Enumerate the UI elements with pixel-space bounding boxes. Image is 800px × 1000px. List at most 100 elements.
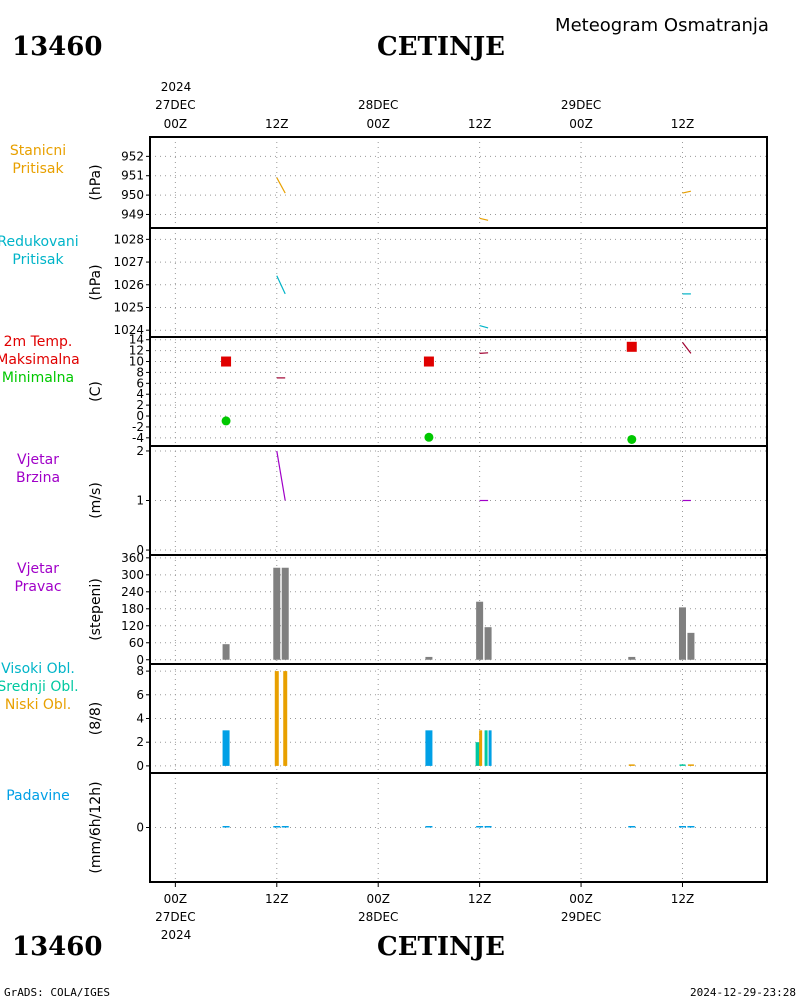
bar bbox=[476, 601, 484, 660]
series-label: Minimalna bbox=[2, 370, 74, 386]
time-tick-label: 00Z bbox=[569, 117, 593, 131]
y-tick-label: 2 bbox=[136, 735, 144, 749]
series-label: 2m Temp. bbox=[4, 334, 73, 350]
bar bbox=[281, 567, 289, 660]
y-tick-label: 1024 bbox=[113, 323, 144, 337]
series-label: Padavine bbox=[6, 788, 70, 804]
bar bbox=[628, 764, 635, 766]
series-label: Redukovani bbox=[0, 234, 79, 250]
y-tick-label: 300 bbox=[121, 568, 144, 582]
y-axis-label: (stepeni) bbox=[88, 578, 104, 641]
bar bbox=[687, 632, 695, 660]
y-tick-label: 8 bbox=[136, 664, 144, 678]
bar bbox=[628, 826, 636, 828]
y-tick-label: 951 bbox=[121, 169, 144, 183]
y-tick-label: 8 bbox=[136, 365, 144, 379]
bar bbox=[281, 826, 289, 828]
date-tick-label: 28DEC bbox=[358, 98, 398, 112]
min-temp-marker bbox=[627, 434, 637, 444]
product-title: Meteogram Osmatranja bbox=[555, 15, 769, 36]
date-tick-label: 27DEC bbox=[155, 98, 195, 112]
bar bbox=[475, 742, 480, 766]
series-label: Brzina bbox=[16, 470, 60, 486]
series-label: Niski Obl. bbox=[5, 697, 71, 713]
y-axis-label: (m/s) bbox=[88, 482, 104, 519]
series-line bbox=[276, 275, 286, 295]
y-tick-label: 240 bbox=[121, 585, 144, 599]
y-tick-label: 0 bbox=[136, 543, 144, 557]
y-tick-label: 10 bbox=[129, 355, 144, 369]
y-tick-label: 1 bbox=[136, 494, 144, 508]
panel-frame bbox=[149, 445, 768, 556]
bar bbox=[273, 826, 281, 828]
y-axis-label: (C) bbox=[88, 381, 104, 402]
series-label: Srednji Obl. bbox=[0, 679, 79, 695]
top-time-axis: 00Z 27DEC 12Z 00Z 28DEC 12Z 00Z 29DEC 12Z bbox=[155, 98, 694, 131]
bar bbox=[283, 671, 288, 766]
series-line bbox=[479, 325, 489, 329]
series-label: Maksimalna bbox=[0, 352, 80, 368]
top-year: 2024 bbox=[161, 80, 192, 94]
date-tick-label: 27DEC bbox=[155, 910, 195, 924]
time-tick-label: 00Z bbox=[366, 892, 390, 906]
series-line bbox=[276, 450, 286, 501]
series-line bbox=[682, 342, 692, 354]
max-temp-marker bbox=[221, 356, 232, 367]
bar bbox=[476, 826, 484, 828]
y-tick-label: 360 bbox=[121, 551, 144, 565]
y-tick-label: 0 bbox=[136, 821, 144, 835]
bar bbox=[273, 567, 281, 660]
panel-clouds: 0 2 4 6 8 (8/8) Visoki Obl. Srednji Obl. Niski O… bbox=[0, 661, 768, 774]
series-label: Vjetar bbox=[17, 452, 59, 468]
series-line bbox=[276, 177, 286, 194]
bar bbox=[679, 764, 686, 766]
bar bbox=[484, 826, 492, 828]
panels: 949950951952(hPa)StanicniPritisak1024102… bbox=[0, 136, 768, 883]
max-temp-marker bbox=[626, 341, 637, 352]
y-tick-label: 952 bbox=[121, 149, 144, 163]
footer-timestamp: 2024-12-29-23:28 bbox=[690, 986, 796, 999]
series-line bbox=[479, 217, 489, 221]
bar bbox=[687, 826, 695, 828]
bar bbox=[479, 730, 483, 766]
footer-station-id: 13460 bbox=[12, 932, 102, 962]
time-tick-label: 12Z bbox=[671, 892, 695, 906]
y-tick-label: 1028 bbox=[113, 232, 144, 246]
bar bbox=[678, 826, 686, 828]
bar bbox=[222, 826, 230, 828]
bar bbox=[222, 730, 230, 766]
series-label: Pritisak bbox=[12, 161, 64, 177]
date-tick-label: 29DEC bbox=[561, 910, 601, 924]
bar bbox=[687, 764, 694, 766]
y-tick-label: 14 bbox=[129, 333, 144, 347]
y-axis-label: (mm/6h/12h) bbox=[88, 781, 104, 873]
panel-wind_direction: 0 60 120 180 240 300 360 (stepeni) Vjetar Pravac bbox=[14, 551, 768, 667]
station-id: 13460 bbox=[12, 32, 102, 62]
footer-credit: GrADS: COLA/IGES bbox=[4, 986, 110, 999]
y-tick-label: 1026 bbox=[113, 278, 144, 292]
bar bbox=[274, 671, 279, 766]
bar bbox=[425, 730, 433, 766]
series-label: Visoki Obl. bbox=[1, 661, 75, 677]
bar bbox=[484, 627, 492, 660]
min-temp-marker bbox=[221, 416, 231, 426]
y-tick-label: 0 bbox=[136, 759, 144, 773]
date-tick-label: 29DEC bbox=[561, 98, 601, 112]
series-label: Pravac bbox=[14, 579, 61, 595]
panel-frame bbox=[149, 772, 768, 883]
panel-station_pressure: 949 950 951 952 (hPa) Stanicni Pritisak bbox=[10, 136, 768, 229]
time-tick-label: 00Z bbox=[164, 117, 188, 131]
time-tick-label: 00Z bbox=[569, 892, 593, 906]
y-tick-label: 2 bbox=[136, 444, 144, 458]
bar bbox=[678, 607, 686, 660]
y-tick-label: 0 bbox=[136, 409, 144, 423]
panel-reduced_pressure: 1024 1025 1026 1027 1028 (hPa) Redukovani Priti… bbox=[0, 227, 768, 338]
y-tick-label: 1027 bbox=[113, 255, 144, 269]
time-tick-label: 12Z bbox=[468, 892, 492, 906]
y-axis-label: (8/8) bbox=[88, 702, 104, 735]
series-line bbox=[479, 352, 489, 354]
panel-wind_speed: 0 1 2 (m/s) Vjetar Brzina bbox=[16, 444, 768, 557]
y-tick-label: 6 bbox=[136, 376, 144, 390]
